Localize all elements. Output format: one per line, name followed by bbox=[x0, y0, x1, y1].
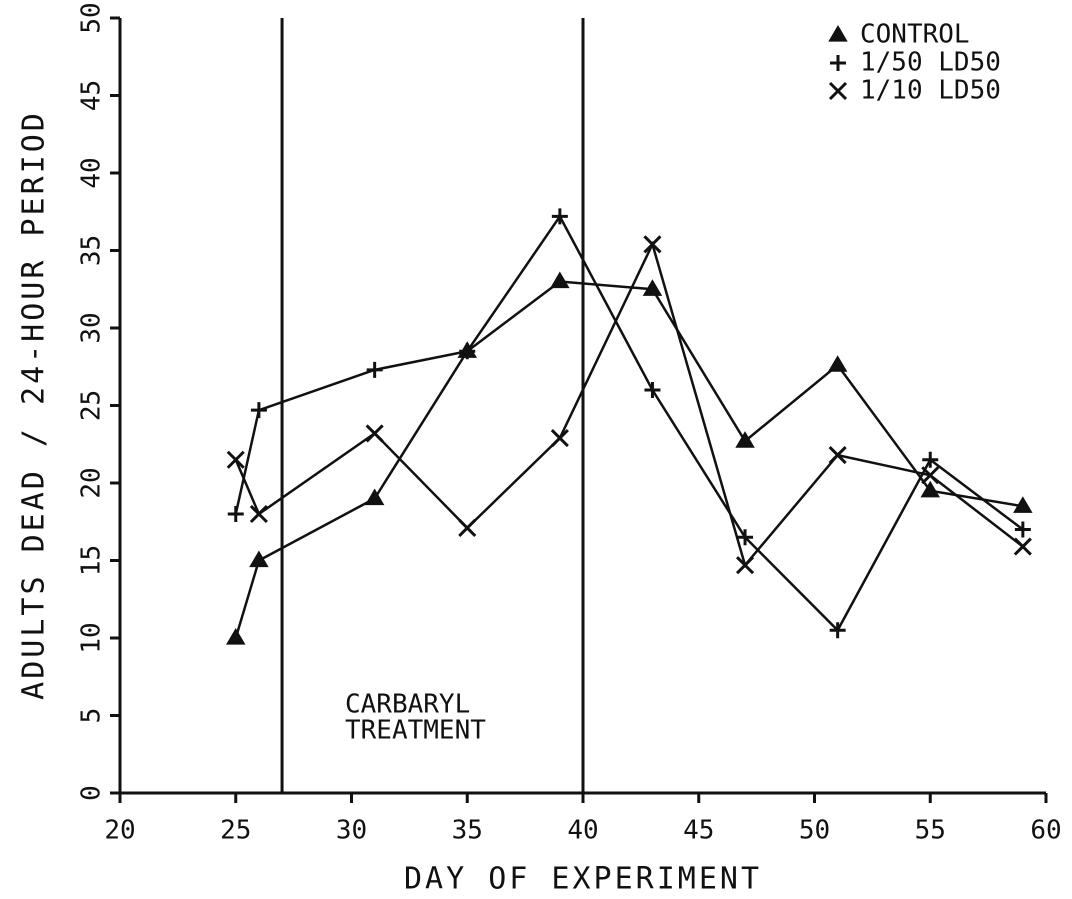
marker bbox=[921, 466, 940, 485]
x-tick-label: 30 bbox=[336, 816, 367, 846]
marker bbox=[459, 343, 476, 360]
y-tick-label: 25 bbox=[77, 390, 107, 421]
x-tick-label: 35 bbox=[452, 816, 483, 846]
marker bbox=[830, 55, 846, 71]
annotation: TREATMENT bbox=[345, 716, 486, 746]
marker bbox=[829, 622, 846, 639]
marker bbox=[735, 431, 755, 448]
marker bbox=[226, 628, 246, 645]
legend-label: CONTROL bbox=[860, 20, 970, 50]
marker bbox=[227, 506, 244, 522]
x-tick-label: 45 bbox=[683, 816, 714, 846]
x-axis-title: DAY OF EXPERIMENT bbox=[404, 862, 762, 897]
marker bbox=[642, 279, 663, 296]
y-tick-label: 0 bbox=[77, 785, 107, 801]
marker bbox=[828, 81, 848, 101]
marker bbox=[828, 446, 847, 465]
x-tick-label: 25 bbox=[220, 816, 251, 846]
marker bbox=[551, 208, 568, 225]
marker bbox=[249, 550, 269, 568]
marker bbox=[1013, 537, 1032, 556]
marker bbox=[643, 235, 662, 254]
marker bbox=[550, 271, 570, 289]
series-line bbox=[234, 240, 1024, 568]
marker bbox=[250, 402, 267, 419]
marker bbox=[550, 428, 569, 448]
x-tick-label: 20 bbox=[104, 816, 135, 846]
x-tick-label: 40 bbox=[567, 816, 598, 846]
x-tick-label: 55 bbox=[915, 816, 946, 846]
y-axis-title: ADULTS DEAD / 24-HOUR PERIOD bbox=[17, 110, 52, 700]
series-line bbox=[234, 213, 1024, 633]
marker bbox=[735, 556, 755, 575]
y-tick-label: 45 bbox=[77, 80, 107, 111]
marker bbox=[920, 480, 940, 498]
marker bbox=[365, 424, 384, 443]
y-tick-label: 30 bbox=[77, 312, 107, 343]
marker bbox=[922, 451, 939, 468]
marker bbox=[828, 25, 848, 42]
marker bbox=[249, 504, 268, 524]
y-tick-label: 5 bbox=[77, 708, 107, 724]
marker bbox=[1014, 521, 1031, 538]
y-tick-label: 50 bbox=[77, 2, 107, 33]
legend-label: 1/50 LD50 bbox=[860, 48, 1001, 78]
y-tick-label: 15 bbox=[77, 545, 107, 576]
y-tick-label: 35 bbox=[77, 235, 107, 266]
legend-label: 1/10 LD50 bbox=[860, 76, 1001, 106]
marker bbox=[644, 382, 661, 398]
marker bbox=[1013, 496, 1033, 513]
y-tick-label: 20 bbox=[77, 467, 107, 498]
y-tick-label: 40 bbox=[77, 157, 107, 188]
x-tick-label: 50 bbox=[799, 816, 830, 846]
marker bbox=[364, 488, 385, 506]
y-tick-label: 10 bbox=[77, 622, 107, 653]
marker bbox=[366, 361, 383, 378]
marker bbox=[737, 529, 754, 546]
annotation: CARBARYL bbox=[345, 690, 470, 720]
marker bbox=[827, 355, 848, 372]
marker bbox=[458, 518, 477, 538]
x-tick-label: 60 bbox=[1030, 816, 1061, 846]
marker bbox=[226, 450, 245, 469]
series-line bbox=[234, 280, 1024, 639]
